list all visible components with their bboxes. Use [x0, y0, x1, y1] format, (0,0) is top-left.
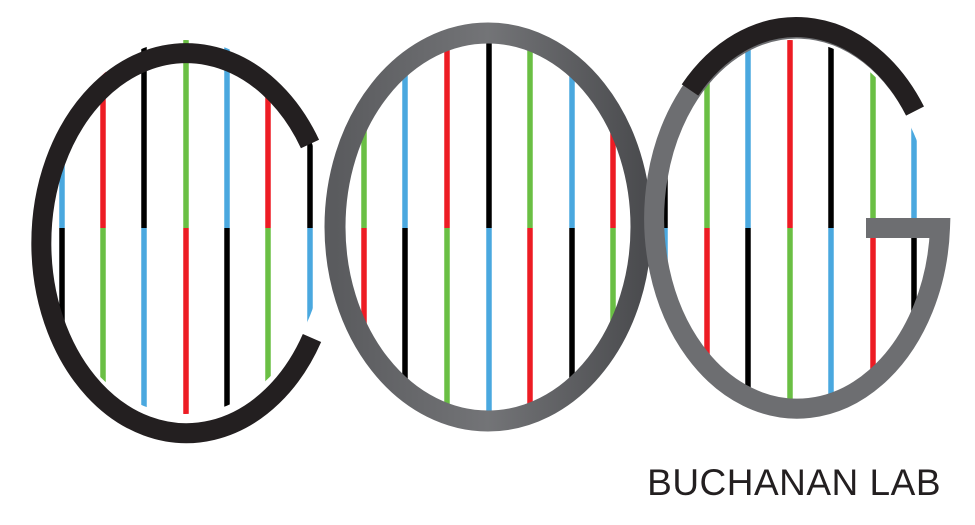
lab-name: BUCHANAN LAB	[647, 462, 941, 503]
left-c-strand	[31, 43, 322, 444]
middle-o-strand	[324, 22, 652, 432]
